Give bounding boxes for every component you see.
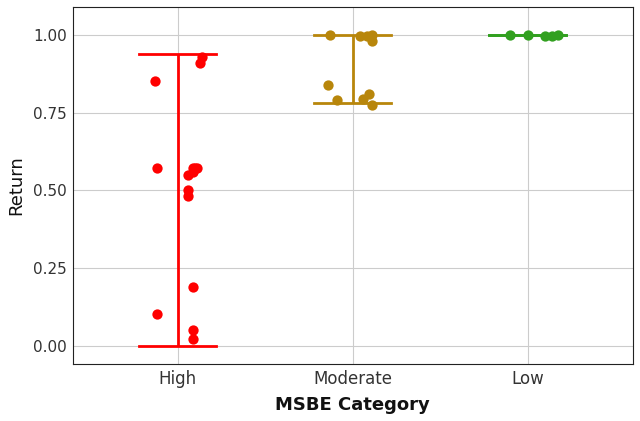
Point <box>367 32 377 38</box>
X-axis label: MSBE Category: MSBE Category <box>275 396 430 414</box>
Point <box>197 53 207 60</box>
Point <box>188 327 198 333</box>
Point <box>150 78 160 85</box>
Point <box>540 33 550 40</box>
Point <box>188 283 198 290</box>
Point <box>188 165 198 172</box>
Point <box>152 165 162 172</box>
Point <box>367 101 377 108</box>
Point <box>192 165 202 172</box>
Point <box>552 32 563 38</box>
Point <box>332 97 342 104</box>
Point <box>362 33 372 40</box>
Point <box>183 171 193 178</box>
Point <box>188 168 198 175</box>
Point <box>523 32 533 38</box>
Point <box>547 32 557 39</box>
Point <box>188 336 198 343</box>
Point <box>367 38 377 45</box>
Point <box>355 33 365 40</box>
Y-axis label: Return: Return <box>7 156 25 216</box>
Point <box>183 187 193 194</box>
Point <box>183 193 193 200</box>
Point <box>323 81 333 88</box>
Point <box>195 59 205 66</box>
Point <box>325 32 335 38</box>
Point <box>190 165 200 172</box>
Point <box>152 311 162 318</box>
Point <box>358 95 369 102</box>
Point <box>506 32 516 38</box>
Point <box>364 91 374 97</box>
